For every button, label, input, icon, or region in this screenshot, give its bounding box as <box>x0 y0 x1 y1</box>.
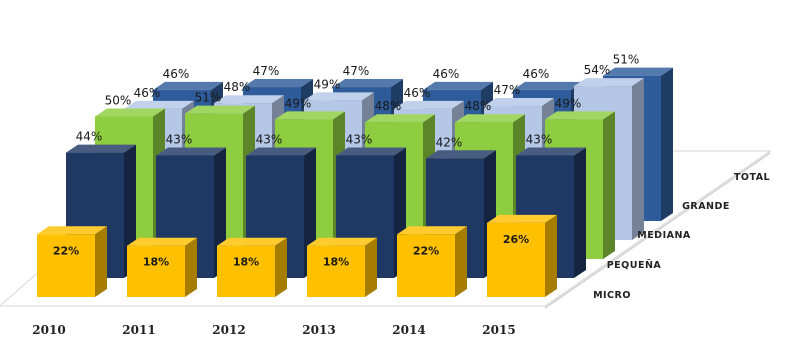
value-label-total-2010: 46% <box>163 67 190 81</box>
value-label-grande-2014: 47% <box>494 83 521 97</box>
x-tick-label-2015: 2015 <box>482 323 515 337</box>
value-label-mediana-2012: 49% <box>285 96 312 110</box>
value-label-micro-2012: 18% <box>233 256 259 269</box>
value-label-mediana-2015: 49% <box>555 96 582 110</box>
bar-micro-2013 <box>307 237 377 297</box>
value-labels-layer: 51%46%46%47%47%46% 54%47%46%49%48%46%49%4… <box>53 53 640 269</box>
value-label-micro-2011: 18% <box>143 256 169 269</box>
x-tick-label-2010: 2010 <box>32 323 65 337</box>
value-label-mediana-2014: 48% <box>465 99 492 113</box>
value-label-micro-2015: 26% <box>503 233 529 246</box>
value-label-pequeña-2010: 44% <box>76 130 103 144</box>
value-label-pequeña-2014: 42% <box>436 135 463 149</box>
bar-micro-2010 <box>37 226 107 297</box>
value-label-mediana-2010: 50% <box>105 94 132 108</box>
bars-layer <box>37 67 673 297</box>
value-label-pequeña-2015: 43% <box>526 132 553 146</box>
value-label-pequeña-2011: 43% <box>166 132 193 146</box>
depth-axis-line <box>544 152 771 309</box>
bar-micro-2015 <box>487 214 557 297</box>
series-label-pequeña: PEQUEÑA <box>607 260 662 271</box>
x-tick-label-2014: 2014 <box>392 323 425 337</box>
x-axis: 2010 2011 2012 2013 2014 2015 <box>32 323 515 337</box>
bar-micro-2012 <box>217 237 287 297</box>
value-label-pequeña-2013: 43% <box>346 132 373 146</box>
value-label-grande-2012: 49% <box>314 77 341 91</box>
bar-micro-2014 <box>397 226 467 297</box>
bar-micro-2011 <box>127 237 197 297</box>
value-label-grande-2013: 46% <box>404 86 431 100</box>
series-axis: MICRO PEQUEÑA MEDIANA GRANDE TOTAL <box>593 172 770 301</box>
x-tick-label-2013: 2013 <box>302 323 335 337</box>
value-label-total-2012: 47% <box>343 64 370 78</box>
value-label-mediana-2011: 51% <box>195 91 222 105</box>
value-label-micro-2013: 18% <box>323 256 349 269</box>
value-label-pequeña-2012: 43% <box>256 132 283 146</box>
value-label-total-2014: 46% <box>523 67 550 81</box>
series-label-micro: MICRO <box>593 290 631 301</box>
x-tick-label-2011: 2011 <box>122 323 155 337</box>
value-label-micro-2014: 22% <box>413 244 439 257</box>
x-tick-label-2012: 2012 <box>212 323 245 337</box>
value-label-total-2013: 46% <box>433 67 460 81</box>
series-label-grande: GRANDE <box>682 201 730 212</box>
value-label-grande-2011: 48% <box>224 80 251 94</box>
value-label-grande-2015: 54% <box>584 63 611 77</box>
value-label-total-2011: 47% <box>253 64 280 78</box>
value-label-total-2015: 51% <box>613 53 640 67</box>
value-label-micro-2010: 22% <box>53 244 79 257</box>
value-label-grande-2010: 46% <box>134 86 161 100</box>
series-label-total: TOTAL <box>734 172 770 183</box>
series-label-mediana: MEDIANA <box>637 230 691 241</box>
value-label-mediana-2013: 48% <box>375 99 402 113</box>
